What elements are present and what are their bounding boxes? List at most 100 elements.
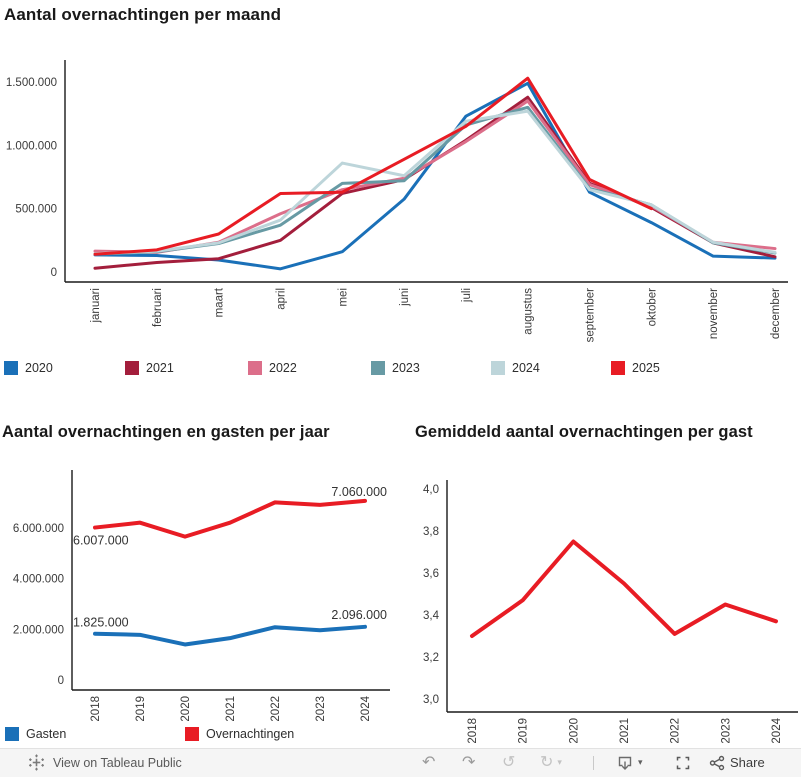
view-on-tableau-public-label: View on Tableau Public <box>53 755 182 770</box>
x-tick-label: 2021 <box>619 718 631 744</box>
refresh-button[interactable]: ↻ ▾ <box>540 749 562 776</box>
yearly-overnights-guests-chart[interactable]: 0 2.000.000 4.000.000 6.000.000 2018 2019 2020… <box>0 460 400 748</box>
y-tick-label: 3,0 <box>423 694 439 706</box>
view-on-tableau-public-link[interactable]: View on Tableau Public <box>28 749 182 776</box>
x-tick-label: 2023 <box>315 696 327 722</box>
legend-label: Gasten <box>26 727 67 741</box>
y-tick-label: 500.000 <box>15 204 57 216</box>
avg-chart-title: Gemiddeld aantal overnachtingen per gast <box>415 423 753 441</box>
x-tick-label: 2019 <box>518 718 530 744</box>
legend-label: 2023 <box>392 361 420 375</box>
fullscreen-icon <box>676 756 690 769</box>
series-line-Gemiddeld aantal overnachtingen per gast[interactable] <box>470 539 778 638</box>
y-tick-label: 4,0 <box>423 484 439 496</box>
monthly-chart-title: Aantal overnachtingen per maand <box>4 5 282 24</box>
undo-icon: ↶ <box>422 753 436 771</box>
share-icon <box>709 755 725 770</box>
legend-label: 2020 <box>25 361 53 375</box>
x-tick-label: 2019 <box>135 696 147 722</box>
series-line-2024[interactable] <box>93 109 777 256</box>
series-line-2025[interactable] <box>93 76 653 256</box>
legend-label: Overnachtingen <box>206 727 295 741</box>
y-tick-label: 0 <box>51 267 57 279</box>
x-tick-label: april <box>275 288 287 310</box>
x-tick-label: februari <box>152 288 164 327</box>
legend-item-2025[interactable]: 2025 <box>611 361 660 375</box>
x-tick-label: 2021 <box>225 696 237 722</box>
x-tick-label: december <box>770 288 782 339</box>
legend-swatch <box>491 361 505 375</box>
yearly-legend: Gasten Overnachtingen <box>0 727 780 745</box>
x-tick-label: 2018 <box>90 696 102 722</box>
x-tick-label: oktober <box>646 288 658 327</box>
refresh-options-caret-icon: ▾ <box>557 757 562 767</box>
y-tick-label: 3,6 <box>423 568 439 580</box>
y-tick-label: 2.000.000 <box>13 624 64 636</box>
legend-swatch <box>185 727 199 741</box>
toolbar-divider <box>593 756 594 770</box>
series-line-Gasten[interactable] <box>93 624 367 647</box>
legend-label: 2022 <box>269 361 297 375</box>
legend-label: 2025 <box>632 361 660 375</box>
x-tick-label: juni <box>399 288 411 307</box>
legend-item-2024[interactable]: 2024 <box>491 361 540 375</box>
legend-swatch <box>611 361 625 375</box>
x-tick-label: 2024 <box>771 717 783 743</box>
download-icon <box>618 756 632 770</box>
refresh-icon: ↻ <box>540 753 554 771</box>
legend-item-2020[interactable]: 2020 <box>4 361 53 375</box>
x-tick-label: mei <box>337 288 349 307</box>
point-label: 2.096.000 <box>331 608 387 622</box>
x-tick-label: 2024 <box>360 695 372 721</box>
avg-overnights-per-guest-chart[interactable]: 3,0 3,2 3,4 3,6 3,8 4,0 2018 2019 2020 2021 2022 20… <box>400 460 801 748</box>
monthly-legend: 2020 2021 2022 2023 2024 2025 <box>0 361 780 379</box>
replay-icon: ↺ <box>502 753 516 771</box>
x-tick-label: maart <box>214 287 226 317</box>
y-tick-label: 3,8 <box>423 526 439 538</box>
legend-swatch <box>371 361 385 375</box>
x-tick-label: augustus <box>523 288 535 335</box>
legend-swatch <box>248 361 262 375</box>
fullscreen-button[interactable] <box>674 749 692 776</box>
x-tick-label: 2020 <box>180 696 192 722</box>
legend-item-2021[interactable]: 2021 <box>125 361 174 375</box>
download-options-caret-icon: ▾ <box>638 757 643 767</box>
y-tick-label: 3,4 <box>423 610 440 622</box>
series-line-2021[interactable] <box>93 95 777 270</box>
legend-item-2023[interactable]: 2023 <box>371 361 420 375</box>
legend-label: 2024 <box>512 361 540 375</box>
x-tick-label: 2020 <box>568 718 580 744</box>
series-line-2022[interactable] <box>93 99 777 254</box>
y-tick-label: 4.000.000 <box>13 574 64 586</box>
tableau-logo-icon <box>29 754 44 771</box>
series-line-2023[interactable] <box>93 105 777 256</box>
legend-label: 2021 <box>146 361 174 375</box>
x-tick-label: november <box>708 288 720 339</box>
x-tick-label: september <box>585 288 597 343</box>
share-button[interactable]: Share <box>708 749 765 776</box>
legend-item-2022[interactable]: 2022 <box>248 361 297 375</box>
x-tick-label: 2022 <box>670 718 682 744</box>
x-tick-label: januari <box>90 288 102 324</box>
x-tick-label: juli <box>461 288 473 303</box>
yearly-chart-title: Aantal overnachtingen en gasten per jaar <box>2 423 330 441</box>
redo-button[interactable]: ↷ <box>462 749 475 776</box>
x-tick-label: 2022 <box>270 696 282 722</box>
tableau-toolbar: View on Tableau Public ↶ ↷ ↺ ↻ ▾ ▾ <box>0 748 801 777</box>
undo-button[interactable]: ↶ <box>422 749 435 776</box>
legend-item-overnachtingen[interactable]: Overnachtingen <box>185 727 294 741</box>
redo-icon: ↷ <box>462 753 476 771</box>
legend-swatch <box>125 361 139 375</box>
point-label: 7.060.000 <box>331 485 387 499</box>
point-label: 6.007.000 <box>73 534 129 548</box>
share-button-label: Share <box>730 755 765 770</box>
x-tick-label: 2018 <box>467 718 479 744</box>
legend-swatch <box>5 727 19 741</box>
y-tick-label: 1.000.000 <box>6 140 57 152</box>
legend-item-gasten[interactable]: Gasten <box>5 727 66 741</box>
monthly-overnights-chart[interactable]: 0 500.000 1.000.000 1.500.000 januari februar… <box>0 54 801 362</box>
replay-button[interactable]: ↺ <box>502 749 515 776</box>
series-line-Overnachtingen[interactable] <box>93 498 367 539</box>
download-button[interactable]: ▾ <box>616 749 643 776</box>
